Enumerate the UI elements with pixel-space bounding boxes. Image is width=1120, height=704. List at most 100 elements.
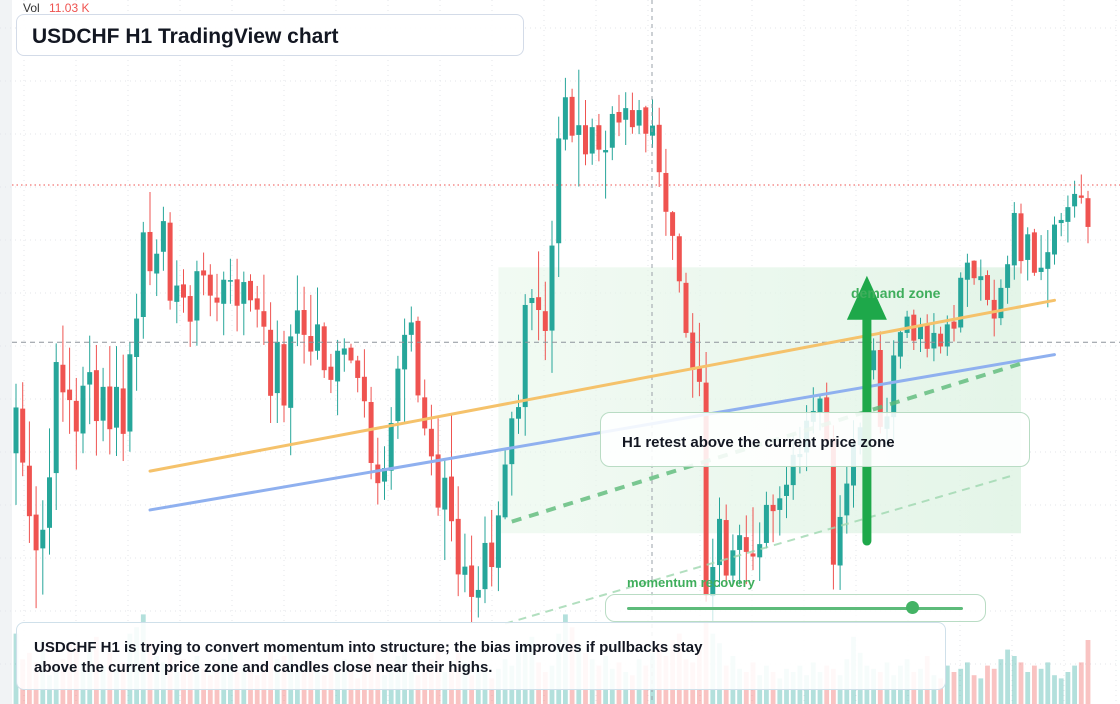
candle-body: [1005, 264, 1011, 288]
candle-body: [904, 316, 910, 333]
candle-body: [375, 464, 381, 484]
candle-body: [281, 344, 287, 406]
candle-body: [998, 287, 1004, 319]
candle-body: [67, 389, 73, 401]
candle-body: [53, 362, 59, 474]
candle-body: [26, 465, 32, 517]
candle-body: [656, 124, 662, 173]
retest-callout-text: H1 retest above the current price zone: [622, 434, 895, 451]
candle-body: [683, 282, 689, 333]
candle-body: [777, 498, 783, 510]
candle-body: [335, 350, 341, 382]
candle-body: [127, 354, 133, 432]
candle-body: [1038, 267, 1044, 272]
candle-body: [207, 274, 213, 296]
candle-body: [750, 553, 756, 557]
momentum-knob: [906, 601, 920, 614]
candle-body: [1031, 232, 1037, 273]
candle-body: [482, 542, 488, 590]
candle-body: [241, 282, 247, 304]
candle-body: [341, 348, 347, 355]
candle-body: [549, 245, 555, 331]
candle-body: [227, 280, 233, 282]
summary-text: USDCHF H1 is trying to convert momentum …: [34, 639, 703, 676]
candle-body: [1085, 198, 1091, 227]
candle-body: [703, 382, 709, 596]
volume-bar: [998, 659, 1004, 704]
candle-body: [382, 468, 387, 482]
candle-body: [636, 110, 642, 126]
volume-bar: [355, 678, 361, 704]
candle-body: [154, 253, 160, 274]
candle-body: [830, 438, 836, 565]
candle-body: [1025, 234, 1031, 260]
candle-body: [596, 125, 602, 150]
candle-body: [87, 372, 93, 385]
candle-body: [60, 364, 66, 393]
candle-body: [187, 296, 193, 322]
candle-body: [294, 310, 300, 334]
candle-body: [897, 332, 903, 357]
candle-body: [690, 332, 696, 370]
candle-body: [361, 376, 367, 402]
candle-body: [502, 464, 508, 518]
candle-body: [663, 172, 669, 212]
candle-body: [717, 518, 722, 566]
volume-bar: [1018, 662, 1024, 704]
volume-bar: [1058, 678, 1064, 704]
candle-body: [422, 397, 428, 429]
candle-body: [991, 299, 997, 319]
candle-body: [248, 280, 253, 301]
candle-body: [201, 270, 207, 276]
candle-body: [964, 262, 970, 280]
trendline-green-dotted[interactable]: [504, 474, 1015, 625]
volume-bar: [1038, 668, 1044, 704]
candle-body: [388, 422, 394, 471]
candle-body: [134, 318, 140, 357]
candle-body: [462, 566, 468, 575]
trendline-orange[interactable]: [148, 298, 1056, 473]
candle-body: [254, 298, 260, 310]
candle-body: [757, 544, 763, 558]
candle-body: [743, 537, 749, 552]
candle-body: [529, 297, 535, 304]
candle-body: [583, 125, 588, 155]
candle-body: [978, 276, 984, 281]
candle-body: [623, 108, 629, 120]
candle-body: [395, 368, 401, 422]
candle-body: [603, 150, 609, 153]
candle-body: [1058, 219, 1064, 224]
candle-body: [609, 113, 615, 148]
chart-title: USDCHF H1 TradingView chart: [32, 25, 339, 48]
candle-body: [944, 324, 950, 347]
volume-bar: [1005, 649, 1010, 704]
candle-body: [844, 483, 850, 516]
candle-body: [328, 366, 334, 380]
candle-body: [13, 407, 19, 454]
candle-body: [402, 334, 408, 370]
candle-body: [589, 127, 595, 154]
volume-bar: [944, 665, 950, 704]
candle-body: [194, 271, 200, 321]
candle-body: [676, 236, 682, 282]
volume-bar: [971, 675, 977, 704]
candle-body: [516, 407, 521, 419]
left-edge-strip: [0, 0, 12, 704]
summary-box: USDCHF H1 is trying to convert momentum …: [16, 622, 946, 690]
up-arrow-head: [846, 275, 887, 320]
volume-bar: [1011, 656, 1017, 704]
candle-body: [710, 567, 716, 597]
candle-body: [1078, 195, 1084, 198]
candle-body: [20, 408, 26, 463]
volume-bar: [991, 668, 997, 704]
candle-body: [234, 279, 240, 306]
candle-body: [160, 221, 166, 252]
candle-body: [918, 325, 923, 340]
candle-body: [348, 347, 354, 361]
volume-bar: [978, 678, 984, 704]
volume-bar: [1078, 662, 1084, 704]
candle-body: [455, 518, 461, 575]
candlesticks: [13, 69, 1091, 624]
volume-value: 11.03 K: [49, 1, 90, 15]
candle-body: [221, 279, 227, 304]
